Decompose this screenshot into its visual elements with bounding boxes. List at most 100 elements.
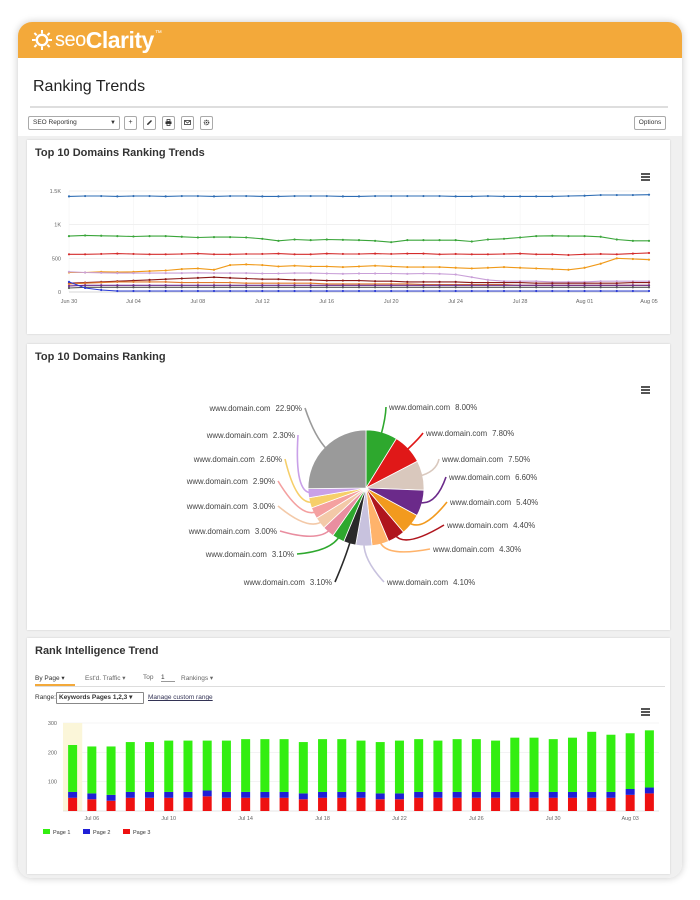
data-point [229,286,232,289]
manage-custom-range-link[interactable]: Manage custom range [148,694,213,701]
bar-segment [510,797,520,811]
data-point [535,289,538,293]
chart-menu-icon[interactable] [641,173,650,181]
data-point [164,284,167,287]
data-point [422,239,425,242]
data-point [67,280,71,283]
bar-segment [125,797,135,811]
data-point [164,235,167,238]
data-point [567,268,570,271]
slice-label-domain: www.domain.com [449,498,511,507]
data-point [519,286,522,289]
print-button[interactable] [162,116,175,130]
data-point [647,284,651,287]
data-point [615,280,618,283]
x-tick-label: Aug 05 [640,299,657,305]
data-point [438,289,441,293]
data-point [535,280,538,283]
data-point [390,284,393,287]
data-point [245,252,248,256]
view-tabs: By Page ▾ Est'd. Traffic ▾ Top 1 Ranking… [35,672,665,687]
edit-button[interactable] [143,116,156,130]
bar-segment [183,791,193,798]
bar-segment [587,791,597,798]
tab-by-page[interactable]: By Page ▾ [35,674,65,682]
bar-segment [548,797,558,811]
top-count-input[interactable]: 1 [161,674,175,682]
bar-segment [337,797,347,811]
label-connector [277,505,324,525]
settings-button[interactable] [200,116,213,130]
data-point [116,195,119,198]
data-point [212,253,216,256]
data-point [84,271,87,274]
bar-segment [318,797,328,811]
data-point [148,194,151,198]
data-point [390,252,393,256]
data-point [599,282,602,285]
range-select[interactable]: Keywords Pages 1,2,3 ▾ [56,692,144,704]
app-window: seo Clarity ™ Ranking Trends SEO Reporti… [18,22,682,878]
data-point [502,281,506,284]
data-point [164,286,167,289]
bar-segment [241,791,251,798]
bar-segment [644,787,654,794]
bar-segment [529,737,539,792]
slice-label-value: 3.10% [272,550,294,559]
bar-segment [548,791,558,798]
bar-segment [491,791,501,798]
bar-segment [356,791,366,798]
slice-label-domain: www.domain.com [186,477,248,486]
data-point [212,268,216,271]
add-button[interactable]: + [124,116,137,130]
y-tick-label: 0 [58,290,61,296]
data-point [631,257,634,261]
bar-segment [125,791,135,798]
report-select[interactable]: SEO Reporting ▼ [28,116,120,130]
data-point [293,278,296,281]
data-point [325,272,328,275]
data-point [309,284,312,287]
bar-segment [433,791,443,798]
data-point [325,194,328,198]
options-button[interactable]: Options [634,116,666,130]
data-point [325,284,328,287]
data-point [406,280,409,283]
data-point [422,194,425,198]
tab-estd-traffic[interactable]: Est'd. Traffic ▾ [85,674,126,682]
bar-segment [471,791,481,798]
data-point [196,267,199,270]
email-button[interactable] [181,116,194,130]
data-point [519,281,522,284]
data-point [406,289,409,293]
tab-rankings[interactable]: Rankings ▾ [181,674,213,682]
data-point [551,195,554,198]
data-point [374,194,377,198]
x-tick-label: Jul 20 [384,299,399,305]
data-point [341,265,344,269]
data-point [631,193,634,197]
data-point [164,289,167,293]
data-point [519,284,522,287]
data-point [502,237,506,240]
top-label: Top [143,674,154,681]
seoclarity-logo[interactable]: seo Clarity ™ [32,27,162,53]
data-point [470,195,473,198]
chart-menu-icon[interactable] [641,386,650,394]
data-point [293,272,296,275]
slice-label: www.domain.com 4.10% [386,578,475,587]
data-point [277,195,280,198]
data-point [502,286,506,289]
bar-segment [567,737,577,792]
bar-segment [164,797,174,811]
data-point [309,282,312,285]
label-connector [277,480,318,514]
chart-menu-icon[interactable] [641,708,650,716]
bar-segment [606,797,616,811]
data-point [116,284,119,287]
data-point [535,282,538,285]
data-point [438,239,441,242]
data-point [470,289,473,293]
bar-segment [452,797,462,811]
data-point [293,286,296,289]
